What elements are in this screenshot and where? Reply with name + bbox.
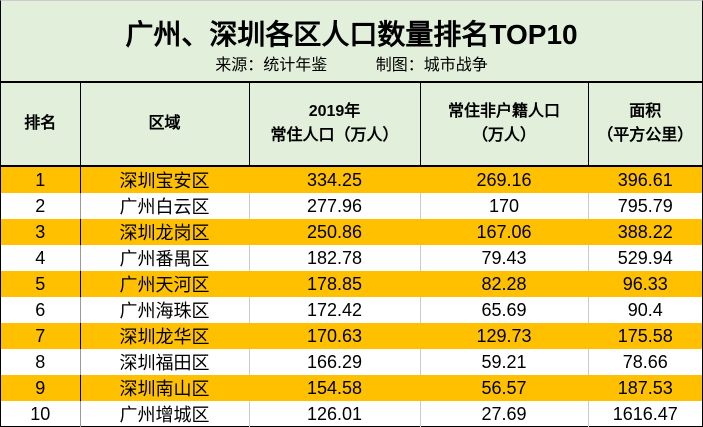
table-cell: 7 bbox=[1, 323, 81, 349]
table-cell: 深圳宝安区 bbox=[80, 166, 250, 193]
table-cell: 6 bbox=[1, 297, 81, 323]
table-cell: 深圳龙华区 bbox=[80, 323, 250, 349]
table-row: 10 广州增城区 126.01 27.69 1616.47 bbox=[1, 401, 702, 427]
column-header: 面积 （平方公里） bbox=[588, 83, 702, 167]
column-header-line2: （平方公里） bbox=[597, 127, 694, 144]
table-cell: 178.85 bbox=[249, 271, 421, 297]
table-row: 4 广州番禺区 182.78 79.43 529.94 bbox=[1, 245, 702, 271]
table-row: 3 深圳龙岗区 250.86 167.06 388.22 bbox=[1, 219, 702, 245]
title-block: 广州、深圳各区人口数量排名TOP10 来源：统计年鉴 制图：城市战争 bbox=[1, 1, 702, 83]
table-cell: 90.4 bbox=[627, 299, 663, 320]
table-cell: 170 bbox=[420, 193, 589, 219]
table-cell: 广州番禺区 bbox=[80, 245, 250, 271]
table-cell: 65.69 bbox=[420, 297, 589, 323]
table-cell: 2 bbox=[1, 193, 81, 219]
table-cell: 3 bbox=[1, 219, 81, 245]
table-cell: 广州海珠区 bbox=[80, 297, 250, 323]
table-cell: 170.63 bbox=[249, 323, 421, 349]
table-cell: 182.78 bbox=[249, 245, 421, 271]
table-cell: 166.29 bbox=[249, 349, 421, 375]
table-cell: 59.21 bbox=[420, 349, 589, 375]
subtitle: 来源：统计年鉴 制图：城市战争 bbox=[1, 47, 702, 75]
table-row: 9 深圳南山区 154.58 56.57 187.53 bbox=[1, 375, 702, 401]
table-cell: 187.53 bbox=[588, 375, 702, 401]
table-cell: 167.06 bbox=[420, 219, 589, 245]
table-cell: 78.66 bbox=[622, 351, 668, 372]
table-cell: 795.79 bbox=[617, 195, 673, 216]
table-cell: 129.73 bbox=[420, 323, 589, 349]
table-cell: 深圳龙岗区 bbox=[80, 219, 250, 245]
column-header: 区域 bbox=[80, 83, 250, 167]
table-cell: 9 bbox=[1, 375, 81, 401]
table-cell: 10 bbox=[1, 401, 81, 427]
table-cell: 79.43 bbox=[420, 245, 589, 271]
table-cell: 广州天河区 bbox=[80, 271, 250, 297]
table-cell: 1 bbox=[1, 166, 81, 193]
table-cell: 广州增城区 bbox=[80, 401, 250, 427]
column-header: 2019年常住人口（万人） bbox=[249, 83, 421, 167]
column-header-line1: 常住非户籍人口 bbox=[447, 103, 560, 120]
table-cell: 277.96 bbox=[249, 193, 421, 219]
table-row: 5 广州天河区 178.85 82.28 96.33 bbox=[1, 271, 702, 297]
source-label: 来源：统计年鉴 bbox=[215, 57, 328, 74]
column-header-line1: 区域 bbox=[148, 115, 181, 132]
table-cell: 8 bbox=[1, 349, 81, 375]
table-cell: 深圳福田区 bbox=[80, 349, 250, 375]
table-cell: 96.33 bbox=[588, 271, 702, 297]
table-cell: 396.61 bbox=[588, 166, 702, 193]
maker-label: 制图：城市战争 bbox=[375, 57, 488, 74]
table-cell: 27.69 bbox=[420, 401, 589, 427]
table-cell: 126.01 bbox=[249, 401, 421, 427]
table-cell: 5 bbox=[1, 271, 81, 297]
table-cell: 529.94 bbox=[617, 247, 673, 268]
table-row: 2 广州白云区 277.96 170 795.79 bbox=[1, 193, 702, 219]
table-cell: 250.86 bbox=[249, 219, 421, 245]
table-row: 7 深圳龙华区 170.63 129.73 175.58 bbox=[1, 323, 702, 349]
column-header-line1: 排名 bbox=[24, 115, 57, 132]
table-cell: 175.58 bbox=[588, 323, 702, 349]
table-cell: 269.16 bbox=[420, 166, 589, 193]
table-cell: 广州白云区 bbox=[80, 193, 250, 219]
ranking-table: 排名 区域 2019年 常住人口（万人） 常住非户籍人口 （万人） 面积 （平方公里） 1 深圳… bbox=[1, 83, 702, 427]
table-cell: 4 bbox=[1, 245, 81, 271]
page-title: 广州、深圳各区人口数量排名TOP10 bbox=[125, 19, 578, 50]
column-header: 排名 bbox=[1, 83, 81, 167]
table-cell: 388.22 bbox=[588, 219, 702, 245]
column-header-line2: （万人） bbox=[471, 127, 536, 144]
table-cell: 1616.47 bbox=[612, 403, 678, 424]
table-cell: 56.57 bbox=[420, 375, 589, 401]
column-header-line1: 面积 bbox=[629, 103, 662, 120]
table-cell: 154.58 bbox=[249, 375, 421, 401]
table-cell: 82.28 bbox=[420, 271, 589, 297]
column-header-line2: 常住人口（万人） bbox=[270, 127, 399, 144]
table-row: 1 深圳宝安区 334.25 269.16 396.61 bbox=[1, 166, 702, 193]
column-header: 常住非户籍人口 （万人） bbox=[420, 83, 589, 167]
table-row: 6 广州海珠区 172.42 65.69 90.4 bbox=[1, 297, 702, 323]
table-row: 8 深圳福田区 166.29 59.21 78.66 bbox=[1, 349, 702, 375]
table-cell: 深圳南山区 bbox=[80, 375, 250, 401]
column-header-line1: 2019年 bbox=[308, 103, 361, 120]
table-cell: 172.42 bbox=[249, 297, 421, 323]
table-cell: 334.25 bbox=[249, 166, 421, 193]
